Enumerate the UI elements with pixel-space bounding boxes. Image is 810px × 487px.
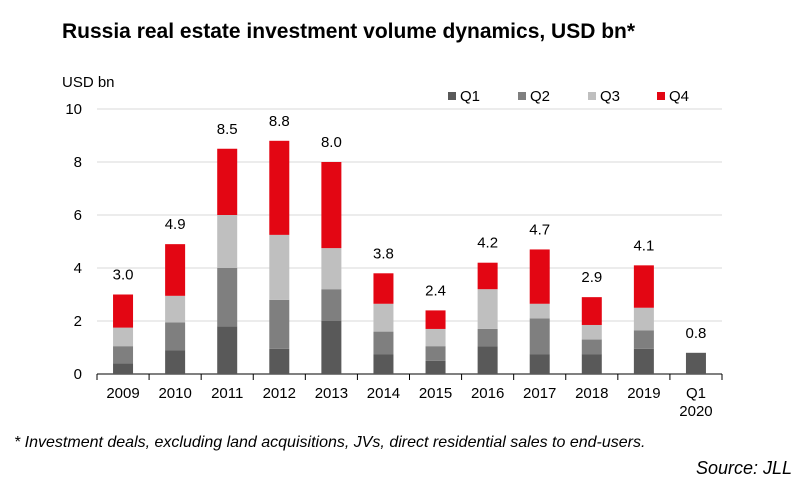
bar-segment-q4 xyxy=(373,273,394,304)
x-tick-label: 2014 xyxy=(367,385,400,402)
legend-label: Q4 xyxy=(669,88,689,105)
x-tick-label: 2013 xyxy=(315,385,348,402)
bar-segment-q4 xyxy=(477,262,498,290)
bar-segment-q2 xyxy=(217,268,238,327)
chart-title: Russia real estate investment volume dyn… xyxy=(62,20,636,43)
bar-segment-q3 xyxy=(529,303,550,319)
x-tick-label: 2017 xyxy=(523,385,556,402)
x-tick-label: 2016 xyxy=(471,385,504,402)
x-tick-label: 2020 xyxy=(679,403,712,420)
bar-segment-q3 xyxy=(113,327,134,347)
bar-total-label: 4.7 xyxy=(529,221,550,238)
bar-segment-q1 xyxy=(321,321,342,374)
bar-total-label: 0.8 xyxy=(686,325,707,342)
bar-segment-q4 xyxy=(425,310,446,329)
y-tick-label: 8 xyxy=(74,154,82,171)
legend-swatch-q4 xyxy=(657,92,665,100)
bar-segment-q3 xyxy=(477,289,498,329)
bar-total-label: 4.1 xyxy=(633,237,654,254)
bar-segment-q2 xyxy=(165,322,186,351)
bar-segment-q4 xyxy=(269,140,290,235)
legend-label: Q3 xyxy=(600,88,620,105)
legend-label: Q2 xyxy=(530,88,550,105)
bar-segment-q4 xyxy=(165,244,186,296)
y-tick-label: 0 xyxy=(74,366,82,383)
bar-segment-q1 xyxy=(165,350,186,374)
bar-segment-q3 xyxy=(269,234,290,300)
legend-swatch-q2 xyxy=(518,92,526,100)
bar-segment-q2 xyxy=(633,330,654,349)
bar-segment-q4 xyxy=(529,249,550,304)
bar-segment-q3 xyxy=(633,307,654,331)
bar-segment-q2 xyxy=(373,331,394,355)
legend-swatch-q1 xyxy=(448,92,456,100)
y-tick-label: 6 xyxy=(74,207,82,224)
bar-segment-q4 xyxy=(217,148,238,215)
x-tick-label: 2011 xyxy=(211,385,243,402)
bar-total-label: 2.4 xyxy=(425,282,446,299)
bar-segment-q2 xyxy=(581,339,602,355)
y-tick-label: 4 xyxy=(74,260,82,277)
bar-segment-q4 xyxy=(633,265,654,308)
bar-segment-q1 xyxy=(529,354,550,374)
bar-segment-q2 xyxy=(321,289,342,321)
legend-swatch-q3 xyxy=(588,92,596,100)
x-tick-label: 2018 xyxy=(575,385,608,402)
y-tick-label: 10 xyxy=(65,101,82,118)
bar-total-label: 8.8 xyxy=(269,113,290,130)
bar-segment-q2 xyxy=(113,346,134,364)
bar-segment-q2 xyxy=(529,318,550,355)
legend-label: Q1 xyxy=(460,88,480,105)
x-tick-label: 2015 xyxy=(419,385,452,402)
bar-segment-q3 xyxy=(321,248,342,290)
bar-segment-q2 xyxy=(425,346,446,361)
bar-segment-q4 xyxy=(321,162,342,249)
bar-total-label: 4.9 xyxy=(165,216,186,233)
bar-segment-q3 xyxy=(425,328,446,347)
x-tick-label: Q1 xyxy=(686,385,706,402)
bar-segment-q1 xyxy=(425,360,446,374)
y-tick-label: 2 xyxy=(74,313,82,330)
bar-segment-q1 xyxy=(581,354,602,374)
bar-total-label: 2.9 xyxy=(581,269,602,286)
bar-segment-q1 xyxy=(217,326,238,374)
y-axis-label: USD bn xyxy=(62,74,115,91)
bar-total-label: 8.5 xyxy=(217,121,238,138)
bar-segment-q3 xyxy=(165,295,186,323)
footnote: * Investment deals, excluding land acqui… xyxy=(14,434,646,451)
bar-segment-q1 xyxy=(477,346,498,374)
bar-segment-q4 xyxy=(581,297,602,325)
bar-total-label: 4.2 xyxy=(477,235,498,252)
bar-segment-q2 xyxy=(269,299,290,349)
bar-segment-q1 xyxy=(113,363,134,374)
bar-total-label: 3.0 xyxy=(113,267,134,284)
x-tick-label: 2019 xyxy=(627,385,660,402)
bar-segment-q3 xyxy=(217,215,238,268)
bar-segment-q1 xyxy=(269,348,290,374)
bar-segment-q3 xyxy=(581,324,602,340)
bar-segment-q1 xyxy=(633,348,654,374)
bar-total-label: 3.8 xyxy=(373,245,394,262)
bar-segment-q3 xyxy=(373,303,394,332)
x-tick-label: 2010 xyxy=(158,385,191,402)
bar-segment-q4 xyxy=(113,294,134,328)
bar-total-label: 8.0 xyxy=(321,134,342,151)
bar-segment-q2 xyxy=(477,328,498,347)
x-tick-label: 2009 xyxy=(106,385,139,402)
source-note: Source: JLL xyxy=(695,458,792,478)
x-tick-label: 2012 xyxy=(263,385,296,402)
bar-segment-q1 xyxy=(685,352,706,374)
bar-segment-q1 xyxy=(373,354,394,374)
